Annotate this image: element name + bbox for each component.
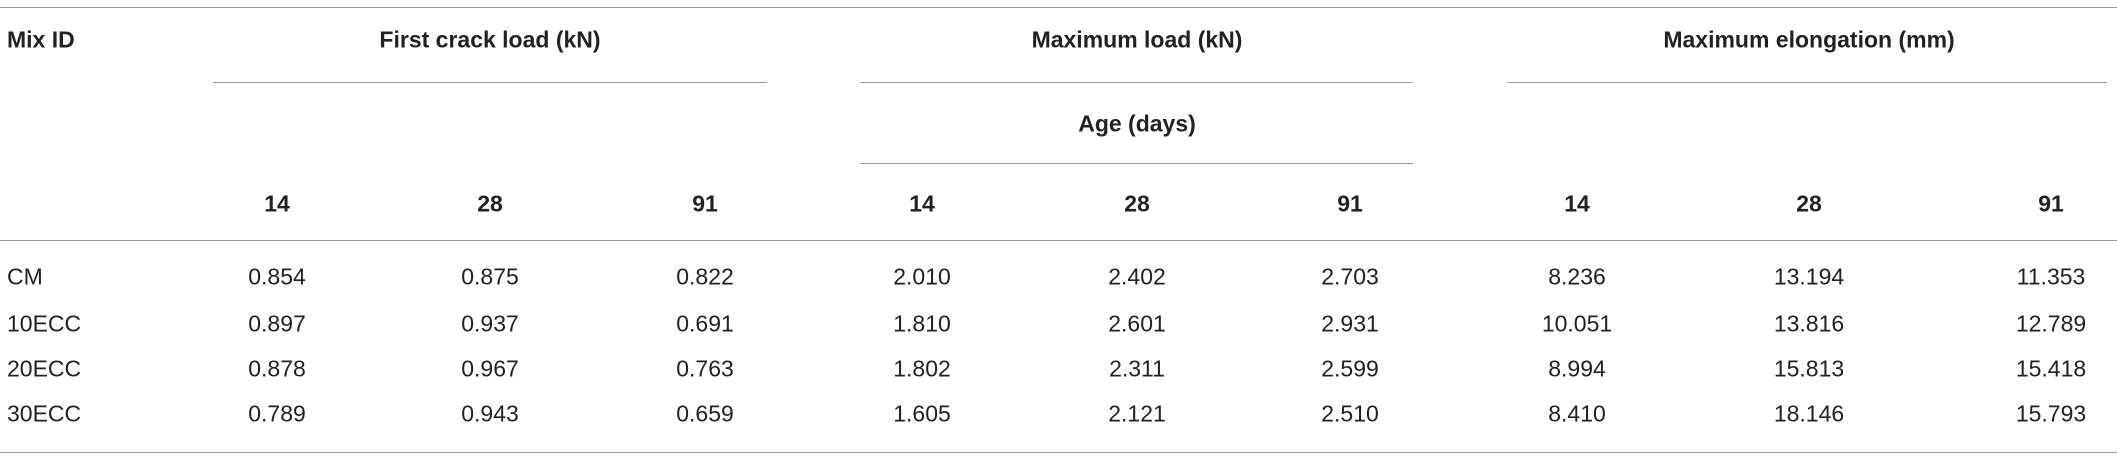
cell: 0.967 <box>461 355 519 382</box>
cell: 0.854 <box>248 263 306 290</box>
cell: 13.194 <box>1773 263 1845 290</box>
sub-header: 14 <box>909 190 935 217</box>
cell: 13.816 <box>1773 310 1845 337</box>
row-label-header: Mix ID <box>7 26 75 53</box>
cell: 0.763 <box>676 355 734 382</box>
cell: 12.789 <box>2015 310 2087 337</box>
cell: 0.789 <box>248 400 306 427</box>
cell: 0.691 <box>676 310 734 337</box>
cell: 1.605 <box>893 400 951 427</box>
sub-header: 91 <box>1337 190 1363 217</box>
sub-header: 14 <box>1564 190 1590 217</box>
age-header: Age (days) <box>1078 110 1196 137</box>
cell: 0.822 <box>676 263 734 290</box>
cell: 8.236 <box>1548 263 1606 290</box>
cell: 8.994 <box>1548 355 1606 382</box>
rule-group-2 <box>860 82 1413 83</box>
cell: 2.311 <box>1109 355 1165 382</box>
cell: 2.402 <box>1108 263 1166 290</box>
group-header: Maximum load (kN) <box>1031 26 1243 53</box>
sub-header: 28 <box>477 190 503 217</box>
cell: 11.353 <box>2016 263 2086 290</box>
rule-header <box>0 240 2117 241</box>
cell: 2.931 <box>1321 310 1379 337</box>
row-label: 30ECC <box>7 400 82 427</box>
cell: 2.703 <box>1321 263 1379 290</box>
group-header: Maximum elongation (mm) <box>1663 26 1955 53</box>
sub-header: 28 <box>1796 190 1822 217</box>
sub-header: 28 <box>1124 190 1150 217</box>
row-label: 20ECC <box>7 355 82 382</box>
cell: 0.897 <box>248 310 306 337</box>
row-label: CM <box>7 263 43 290</box>
rule-group-3 <box>1507 82 2107 83</box>
cell: 0.943 <box>461 400 519 427</box>
rule-top <box>0 7 2117 8</box>
cell: 0.878 <box>248 355 306 382</box>
cell: 15.793 <box>2015 400 2087 427</box>
rule-bottom <box>0 452 2117 453</box>
cell: 1.802 <box>893 355 951 382</box>
cell: 15.813 <box>1773 355 1845 382</box>
sub-header: 91 <box>2038 190 2064 217</box>
cell: 2.121 <box>1108 400 1166 427</box>
cell: 1.810 <box>893 310 951 337</box>
cell: 10.051 <box>1541 310 1613 337</box>
sub-header: 14 <box>264 190 290 217</box>
cell: 2.601 <box>1108 310 1166 337</box>
sub-header: 91 <box>692 190 718 217</box>
rule-age <box>860 163 1413 164</box>
cell: 0.659 <box>676 400 734 427</box>
cell: 15.418 <box>2015 355 2087 382</box>
cell: 2.510 <box>1321 400 1379 427</box>
cell: 0.875 <box>461 263 519 290</box>
cell: 18.146 <box>1773 400 1845 427</box>
rule-group-1 <box>213 82 767 83</box>
cell: 2.010 <box>893 263 951 290</box>
cell: 2.599 <box>1321 355 1379 382</box>
cell: 0.937 <box>461 310 519 337</box>
row-label: 10ECC <box>7 310 82 337</box>
group-header: First crack load (kN) <box>379 26 601 53</box>
cell: 8.410 <box>1548 400 1606 427</box>
